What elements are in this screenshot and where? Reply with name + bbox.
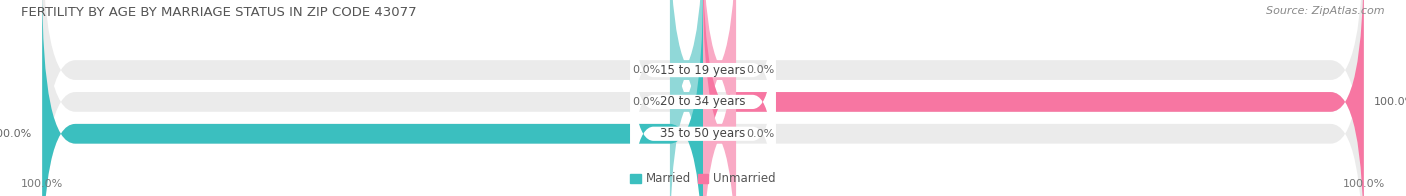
Text: Source: ZipAtlas.com: Source: ZipAtlas.com — [1267, 6, 1385, 16]
Text: 0.0%: 0.0% — [631, 65, 659, 75]
FancyBboxPatch shape — [669, 0, 703, 196]
Legend: Married, Unmarried: Married, Unmarried — [626, 168, 780, 190]
FancyBboxPatch shape — [42, 0, 703, 196]
FancyBboxPatch shape — [630, 0, 776, 174]
FancyBboxPatch shape — [703, 0, 1364, 196]
Text: 0.0%: 0.0% — [631, 97, 659, 107]
Text: 15 to 19 years: 15 to 19 years — [661, 64, 745, 77]
Text: FERTILITY BY AGE BY MARRIAGE STATUS IN ZIP CODE 43077: FERTILITY BY AGE BY MARRIAGE STATUS IN Z… — [21, 6, 416, 19]
FancyBboxPatch shape — [703, 0, 737, 196]
Text: 0.0%: 0.0% — [747, 129, 775, 139]
FancyBboxPatch shape — [42, 0, 1364, 196]
FancyBboxPatch shape — [630, 29, 776, 196]
FancyBboxPatch shape — [669, 0, 703, 196]
FancyBboxPatch shape — [42, 0, 1364, 196]
Text: 100.0%: 100.0% — [1374, 97, 1406, 107]
Text: 35 to 50 years: 35 to 50 years — [661, 127, 745, 140]
Text: 100.0%: 100.0% — [0, 129, 32, 139]
Text: 100.0%: 100.0% — [21, 179, 63, 189]
Text: 0.0%: 0.0% — [747, 65, 775, 75]
FancyBboxPatch shape — [630, 0, 776, 196]
FancyBboxPatch shape — [42, 0, 1364, 196]
Text: 100.0%: 100.0% — [1343, 179, 1385, 189]
FancyBboxPatch shape — [703, 0, 737, 196]
Text: 20 to 34 years: 20 to 34 years — [661, 95, 745, 108]
